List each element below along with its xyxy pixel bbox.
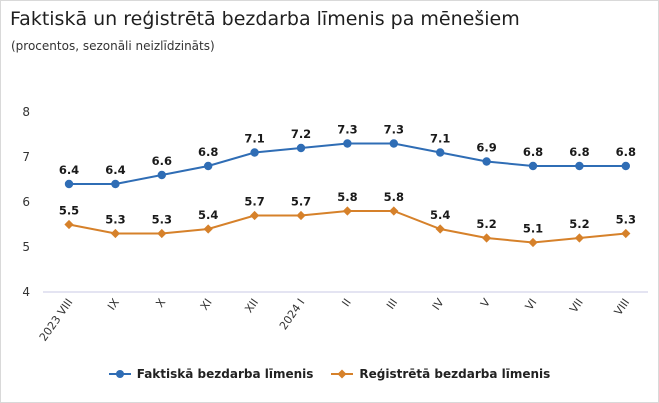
y-tick-label: 5 (22, 240, 30, 254)
data-label-faktiska: 6.8 (569, 145, 589, 159)
data-point-registreta[interactable] (296, 210, 306, 221)
chart-title: Faktiskā un reģistrētā bezdarba līmenis … (10, 8, 520, 30)
data-label-faktiska: 6.8 (616, 145, 636, 159)
data-label-registreta: 5.3 (105, 213, 125, 227)
data-point-faktiska[interactable] (343, 139, 352, 148)
data-point-registreta[interactable] (157, 228, 167, 239)
data-point-faktiska[interactable] (621, 161, 630, 171)
data-point-faktiska[interactable] (111, 179, 120, 189)
data-label-faktiska: 6.4 (59, 163, 79, 177)
data-point-registreta[interactable] (621, 228, 631, 239)
x-tick-label: 2024 I (277, 296, 308, 332)
x-tick-label: IV (430, 296, 447, 313)
legend-label-faktiska: Faktiskā bezdarba līmenis (136, 367, 314, 381)
data-point-registreta[interactable] (528, 237, 538, 248)
data-label-registreta: 5.8 (337, 190, 357, 204)
data-point-faktiska[interactable] (528, 161, 538, 171)
x-tick-label: V (478, 296, 493, 310)
data-label-registreta: 5.5 (59, 204, 79, 218)
data-point-faktiska[interactable] (389, 139, 398, 148)
legend-item-registreta[interactable]: Reģistrētā bezdarba līmenis (331, 367, 550, 381)
legend-item-faktiska[interactable]: Faktiskā bezdarba līmenis (108, 367, 314, 381)
data-point-registreta[interactable] (203, 224, 213, 234)
legend-swatch-faktiska-icon (108, 370, 131, 378)
data-label-faktiska: 7.3 (384, 123, 404, 137)
data-label-registreta: 5.7 (291, 195, 311, 209)
x-tick-label: III (384, 296, 400, 311)
data-point-registreta[interactable] (574, 233, 584, 243)
data-label-registreta: 5.2 (569, 217, 589, 231)
data-point-registreta[interactable] (110, 228, 120, 239)
data-label-faktiska: 6.6 (152, 154, 172, 168)
data-point-registreta[interactable] (435, 224, 445, 234)
y-tick-label: 8 (22, 105, 30, 119)
data-label-registreta: 5.7 (244, 195, 264, 209)
series-layer: 6.4 6.4 6.6 6.8 7.1 7.2 7.3 7.3 7.1 6.9 6.8 6.8 6.8 5… (59, 123, 636, 248)
data-point-faktiska[interactable] (204, 161, 213, 171)
data-point-registreta[interactable] (389, 206, 399, 216)
x-tick-label: XI (198, 296, 215, 312)
x-tick-label: 2023 VIII (37, 296, 76, 343)
data-label-faktiska: 7.2 (291, 127, 311, 141)
x-axis-ticks: 2023 VIII IX X XI XII 2024 I II III IV V VI VII VIII (37, 296, 632, 344)
data-point-registreta[interactable] (64, 219, 74, 230)
data-point-faktiska[interactable] (482, 157, 491, 166)
data-point-faktiska[interactable] (436, 148, 445, 157)
data-point-faktiska[interactable] (64, 179, 74, 189)
y-tick-label: 4 (22, 285, 30, 299)
x-tick-label: XII (242, 296, 261, 315)
chart-subtitle: (procentos, sezonāli neizlīdzināts) (11, 39, 215, 53)
legend-swatch-registreta-icon (331, 369, 354, 379)
data-label-registreta: 5.8 (384, 190, 404, 204)
data-point-registreta[interactable] (250, 210, 260, 221)
data-label-faktiska: 6.4 (105, 163, 125, 177)
data-point-faktiska[interactable] (157, 170, 166, 180)
data-label-faktiska: 6.9 (476, 141, 496, 155)
data-point-registreta[interactable] (342, 206, 352, 216)
chart-legend: Faktiskā bezdarba līmenis Reģistrētā bez… (0, 367, 659, 381)
data-label-faktiska: 7.3 (337, 123, 357, 137)
data-label-registreta: 5.3 (616, 213, 636, 227)
data-point-faktiska[interactable] (296, 143, 306, 153)
data-label-registreta: 5.1 (523, 222, 543, 236)
x-tick-label: VIII (612, 296, 633, 318)
data-label-faktiska: 7.1 (430, 132, 450, 146)
data-label-registreta: 5.3 (152, 213, 172, 227)
data-point-registreta[interactable] (482, 233, 492, 243)
data-label-registreta: 5.4 (198, 208, 218, 222)
x-tick-label: VII (567, 296, 586, 315)
x-tick-label: IX (105, 296, 122, 313)
y-axis-ticks: 4 5 6 7 8 (22, 105, 30, 299)
x-tick-label: II (339, 296, 353, 309)
data-label-faktiska: 7.1 (244, 132, 264, 146)
data-point-faktiska[interactable] (250, 148, 259, 157)
y-tick-label: 6 (22, 195, 30, 209)
data-label-faktiska: 6.8 (198, 145, 218, 159)
data-label-registreta: 5.2 (476, 217, 496, 231)
legend-label-registreta: Reģistrētā bezdarba līmenis (359, 367, 551, 381)
data-label-registreta: 5.4 (430, 208, 450, 222)
data-point-faktiska[interactable] (575, 161, 584, 171)
y-tick-label: 7 (22, 150, 30, 164)
x-tick-label: X (153, 296, 168, 310)
data-label-faktiska: 6.8 (523, 145, 543, 159)
x-tick-label: VI (523, 296, 540, 312)
